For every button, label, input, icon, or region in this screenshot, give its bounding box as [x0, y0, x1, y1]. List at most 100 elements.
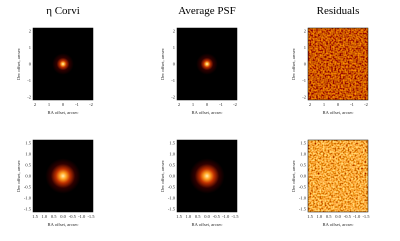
- psf-image: [189, 46, 225, 82]
- x-axis-label: RA offset, arcsec: [192, 110, 223, 116]
- y-axis-label: Dec offset, arcsec: [291, 160, 297, 192]
- psf-image: [45, 46, 81, 82]
- y-tick-label: -1.5: [299, 207, 307, 212]
- y-tick-label: -2: [171, 95, 175, 100]
- x-tick-label: 2: [178, 102, 180, 107]
- x-tick-label: 0: [337, 102, 340, 107]
- x-tick-label: -2: [89, 102, 93, 107]
- x-tick-label: 1.5: [307, 214, 313, 219]
- image-frame: [176, 27, 238, 101]
- y-tick-label: -1: [171, 78, 175, 83]
- x-tick-label: -0.5: [213, 214, 221, 219]
- y-tick-label: -1.5: [24, 207, 32, 212]
- y-tick-label: 1.5: [25, 141, 31, 146]
- x-tick-label: -1.5: [362, 214, 370, 219]
- x-tick-label: 1.5: [32, 214, 38, 219]
- residual-image: [308, 28, 368, 100]
- x-tick-label: -2: [364, 102, 368, 107]
- psf-image: [185, 154, 229, 198]
- y-tick-label: 2: [29, 29, 31, 34]
- y-axis-label: Dec offset, arcsec: [160, 48, 166, 80]
- x-tick-label: 0: [206, 102, 209, 107]
- y-tick-label: 1.0: [25, 152, 31, 157]
- x-tick-label: -1.5: [231, 214, 239, 219]
- x-axis-label: RA offset, arcsec: [48, 222, 79, 228]
- x-tick-label: 1: [192, 102, 194, 107]
- x-tick-label: 1.5: [176, 214, 182, 219]
- x-tick-label: 2: [34, 102, 36, 107]
- y-tick-label: 0: [173, 62, 176, 67]
- y-tick-label: -1.0: [299, 196, 307, 201]
- y-tick-label: 0.5: [25, 163, 31, 168]
- y-tick-label: 1.0: [300, 152, 306, 157]
- column-title: η Corvi: [46, 5, 80, 17]
- x-tick-label: -1.0: [353, 214, 361, 219]
- column-title: Average PSF: [178, 5, 236, 17]
- y-tick-label: 1.5: [300, 141, 306, 146]
- x-axis-label: RA offset, arcsec: [192, 222, 223, 228]
- column-title: Residuals: [317, 5, 360, 17]
- x-tick-label: 0.0: [60, 214, 66, 219]
- image-frame: [176, 139, 238, 213]
- y-tick-label: -2: [302, 95, 306, 100]
- psf-image: [41, 154, 85, 198]
- y-tick-label: 2: [173, 29, 175, 34]
- x-tick-label: -1: [350, 102, 354, 107]
- y-tick-label: 0.0: [300, 174, 306, 179]
- y-tick-label: -2: [27, 95, 31, 100]
- x-tick-label: -2: [233, 102, 237, 107]
- y-tick-label: 0.0: [25, 174, 31, 179]
- x-tick-label: 1.0: [186, 214, 192, 219]
- y-axis-label: Dec offset, arcsec: [16, 48, 22, 80]
- y-tick-label: 0: [29, 62, 32, 67]
- image-frame: [307, 27, 369, 101]
- y-tick-label: 0: [304, 62, 307, 67]
- y-tick-label: -0.5: [24, 185, 32, 190]
- y-tick-label: 0.0: [169, 174, 175, 179]
- x-tick-label: -0.5: [344, 214, 352, 219]
- y-tick-label: -1: [302, 78, 306, 83]
- x-axis-label: RA offset, arcsec: [48, 110, 79, 116]
- x-tick-label: 0.0: [335, 214, 341, 219]
- y-tick-label: 2: [304, 29, 306, 34]
- x-tick-label: -1.0: [222, 214, 230, 219]
- x-tick-label: 2: [309, 102, 311, 107]
- image-frame: [32, 139, 94, 213]
- residual-image: [308, 140, 368, 212]
- x-axis-label: RA offset, arcsec: [323, 110, 354, 116]
- y-tick-label: -1.0: [24, 196, 32, 201]
- y-axis-label: Dec offset, arcsec: [291, 48, 297, 80]
- y-axis-label: Dec offset, arcsec: [16, 160, 22, 192]
- y-tick-label: -1.5: [168, 207, 176, 212]
- x-tick-label: 1.0: [42, 214, 48, 219]
- y-tick-label: 0.5: [300, 163, 306, 168]
- x-tick-label: 0.5: [326, 214, 332, 219]
- y-tick-label: 0.5: [169, 163, 175, 168]
- x-tick-label: 1: [48, 102, 50, 107]
- x-tick-label: -0.5: [69, 214, 77, 219]
- y-tick-label: -0.5: [299, 185, 307, 190]
- x-tick-label: -1: [219, 102, 223, 107]
- y-axis-label: Dec offset, arcsec: [160, 160, 166, 192]
- y-tick-label: -0.5: [168, 185, 176, 190]
- x-tick-label: -1.0: [78, 214, 86, 219]
- y-tick-label: 1: [304, 45, 306, 50]
- image-frame: [32, 27, 94, 101]
- x-tick-label: 1.0: [317, 214, 323, 219]
- y-tick-label: 1: [29, 45, 31, 50]
- y-tick-label: 1.5: [169, 141, 175, 146]
- x-tick-label: 0.5: [51, 214, 57, 219]
- x-tick-label: 1: [323, 102, 325, 107]
- x-axis-label: RA offset, arcsec: [323, 222, 354, 228]
- x-tick-label: 0: [62, 102, 65, 107]
- y-tick-label: -1: [27, 78, 31, 83]
- x-tick-label: 0.0: [204, 214, 210, 219]
- y-tick-label: 1.0: [169, 152, 175, 157]
- y-tick-label: -1.0: [168, 196, 176, 201]
- x-tick-label: -1.5: [87, 214, 95, 219]
- x-tick-label: -1: [75, 102, 79, 107]
- y-tick-label: 1: [173, 45, 175, 50]
- image-frame: [307, 139, 369, 213]
- x-tick-label: 0.5: [195, 214, 201, 219]
